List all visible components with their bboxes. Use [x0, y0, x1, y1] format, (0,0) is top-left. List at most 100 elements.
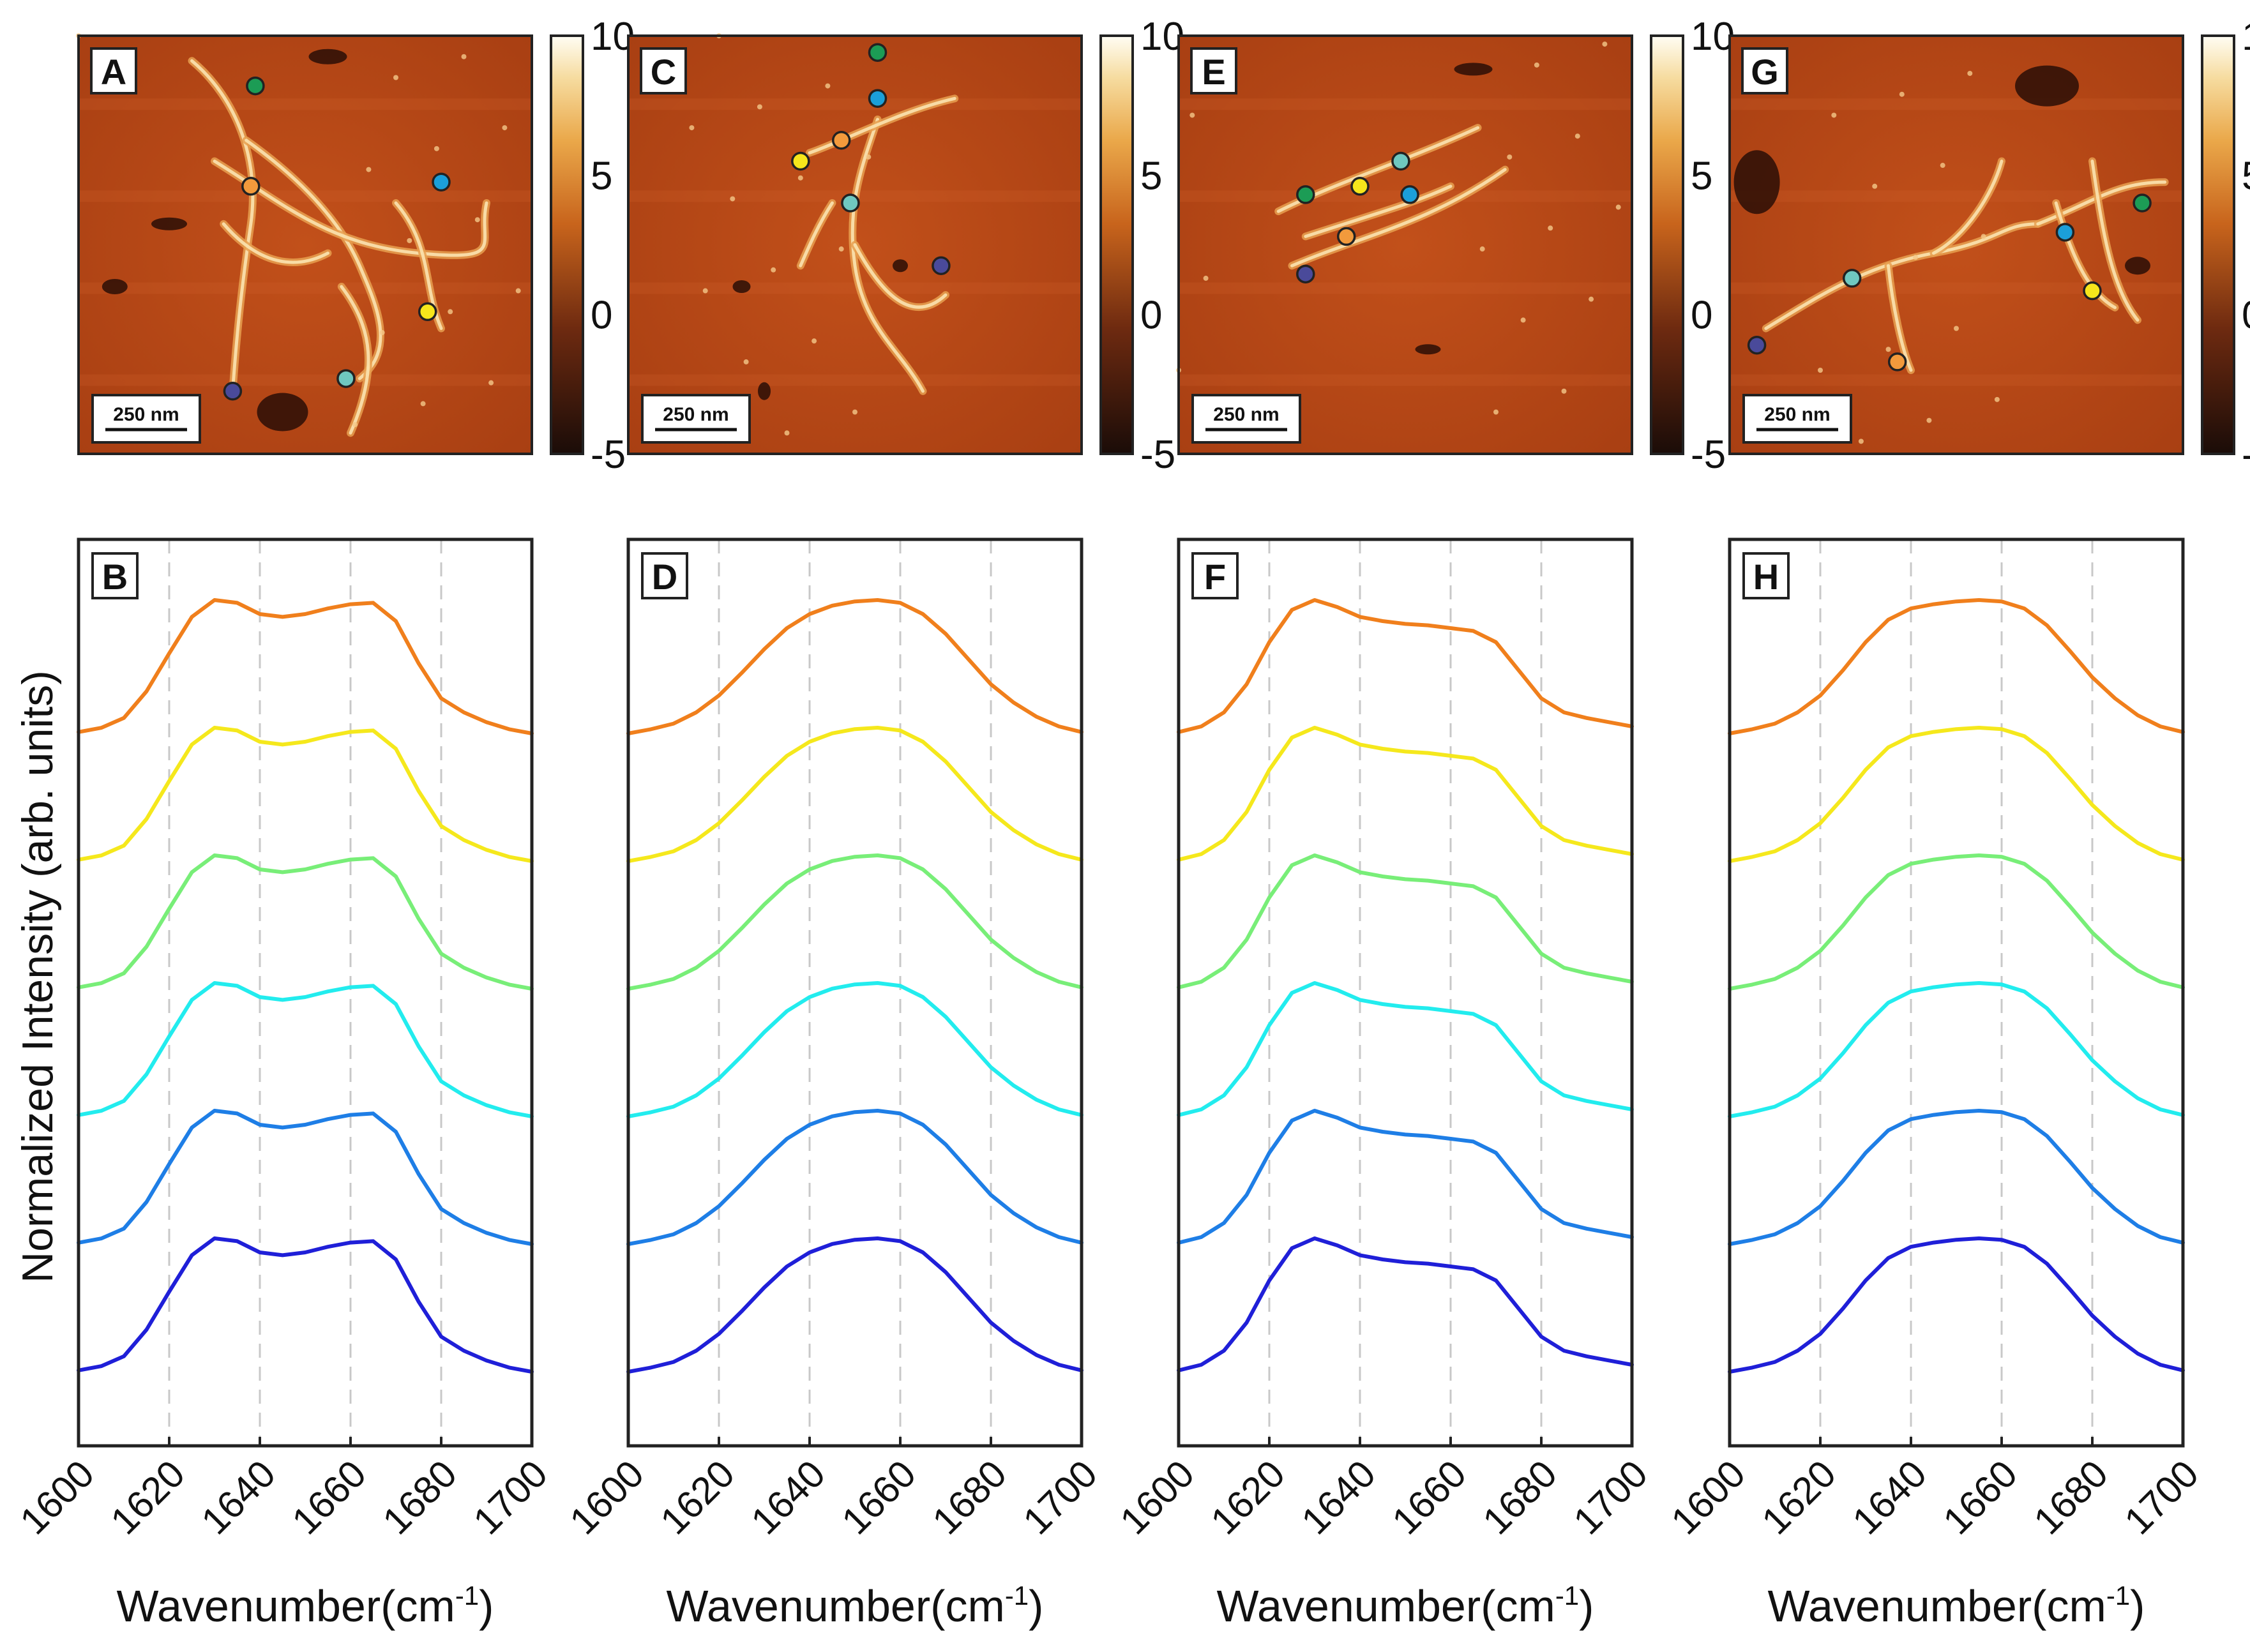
plot-area [79, 539, 532, 1446]
location-marker-yellow [791, 151, 810, 171]
colorbar-tick-label: -5 [591, 433, 626, 477]
panel-label-text: H [1753, 557, 1779, 597]
afm-speck [488, 380, 494, 386]
panel-label-b: B [91, 552, 139, 599]
fibril-highlight [2090, 160, 2140, 322]
panel-label-text: B [102, 557, 128, 597]
panel-label-text: F [1204, 557, 1226, 597]
location-marker-yellow [418, 302, 437, 322]
afm-speck [1602, 41, 1608, 47]
afm-speck [743, 359, 749, 364]
x-axis-label-superscript: -1 [2106, 1581, 2130, 1611]
plot-frame [1177, 537, 1634, 1448]
x-axis-label-main: Wavenumber(cm [117, 1581, 455, 1631]
afm-speck [515, 288, 521, 294]
afm-speck [1615, 204, 1621, 210]
location-marker-green [2133, 193, 2152, 213]
fibril-highlight [1290, 168, 1507, 267]
spectrum-trace [1177, 853, 1634, 989]
afm-speck [1926, 417, 1932, 423]
panel-label-h: H [1742, 552, 1790, 599]
location-marker-teal [336, 369, 356, 388]
x-axis-label-main: Wavenumber(cm [667, 1581, 1005, 1631]
afm-panel-e: E 250 nm 10 5 0 -5 [1176, 15, 1735, 477]
spectrum-trace [1728, 726, 2185, 863]
location-marker-yellow [2083, 281, 2102, 301]
scale-bar-label: 250 nm [1764, 404, 1830, 425]
x-tick-label: 1700 [1015, 1452, 1105, 1543]
afm-speck [1981, 234, 1986, 239]
scale-bar: 250 nm [1742, 394, 1852, 444]
afm-speck [1967, 70, 1973, 76]
afm-speck [1831, 112, 1837, 118]
afm-speck [407, 237, 412, 243]
afm-speck [1913, 255, 1919, 260]
spectrum-trace [626, 598, 1083, 735]
afm-speck [1954, 326, 1959, 331]
location-marker-green [868, 43, 887, 62]
afm-texture-band [1730, 374, 2183, 386]
afm-dark-defect [1454, 63, 1493, 76]
x-tick-label: 1600 [1663, 1452, 1753, 1543]
x-tick-label: 1640 [743, 1452, 833, 1543]
fibril-highlight [245, 139, 382, 380]
location-marker-blue [2055, 223, 2075, 242]
location-marker-purple [932, 256, 951, 275]
afm-dark-defect [257, 393, 308, 432]
spectrum-trace [626, 853, 1083, 991]
spectrum-trace [626, 1236, 1083, 1374]
panel-label-text: E [1202, 52, 1225, 92]
scale-bar-label: 250 nm [113, 404, 179, 425]
colorbar-tick-label: 5 [2242, 154, 2250, 198]
spectrum-trace [626, 1109, 1083, 1246]
afm-texture-band [79, 98, 532, 110]
afm-panel-g: G 250 nm 10 5 0 -5 [1728, 15, 2250, 477]
x-tick-label: 1700 [465, 1452, 555, 1543]
afm-speck [1885, 347, 1891, 352]
afm-speck [771, 267, 776, 273]
fibril-highlight [1887, 264, 1913, 372]
location-marker-yellow [1350, 177, 1370, 196]
colorbar-gradient [1099, 34, 1134, 455]
plot-frame [626, 537, 1083, 1448]
afm-speck [1534, 62, 1539, 68]
x-axis-label-superscript: -1 [455, 1581, 479, 1611]
afm-dark-defect [102, 279, 128, 294]
afm-speck [1858, 439, 1864, 444]
spectrum-trace [626, 981, 1083, 1118]
x-tick-label: 1640 [1844, 1452, 1935, 1543]
afm-dark-defect [151, 217, 187, 230]
afm-speck [366, 167, 372, 172]
afm-speck [393, 75, 398, 80]
afm-texture-band [628, 374, 1082, 386]
x-tick-label: 1660 [833, 1452, 924, 1543]
panel-label-box [640, 47, 687, 94]
x-tick-label: 1640 [1293, 1452, 1384, 1543]
location-marker-purple [223, 382, 243, 401]
afm-speck [1872, 183, 1878, 189]
scale-bar: 250 nm [91, 394, 201, 444]
spectrum-trace [1177, 726, 1634, 862]
afm-dark-defect [2015, 65, 2079, 107]
afm-dark-defect [758, 382, 771, 400]
x-tick-label: 1660 [1935, 1452, 2025, 1543]
x-tick-label: 1680 [374, 1452, 465, 1543]
afm-panel-c: C 250 nm 10 5 0 -5 [627, 15, 1184, 477]
colorbar-tick-label: 10 [1691, 15, 1735, 59]
panel-label-box [641, 552, 688, 599]
afm-speck [474, 217, 480, 223]
spectrum-trace [1177, 1109, 1634, 1245]
location-marker-teal [1391, 151, 1410, 171]
location-marker-orange [241, 177, 260, 196]
scale-bar-box [91, 394, 201, 444]
spectrum-trace [1728, 1109, 2185, 1246]
colorbar-tick-label: 0 [1691, 294, 1712, 338]
afm-dark-defect [732, 280, 751, 293]
afm-speck [1203, 275, 1209, 281]
